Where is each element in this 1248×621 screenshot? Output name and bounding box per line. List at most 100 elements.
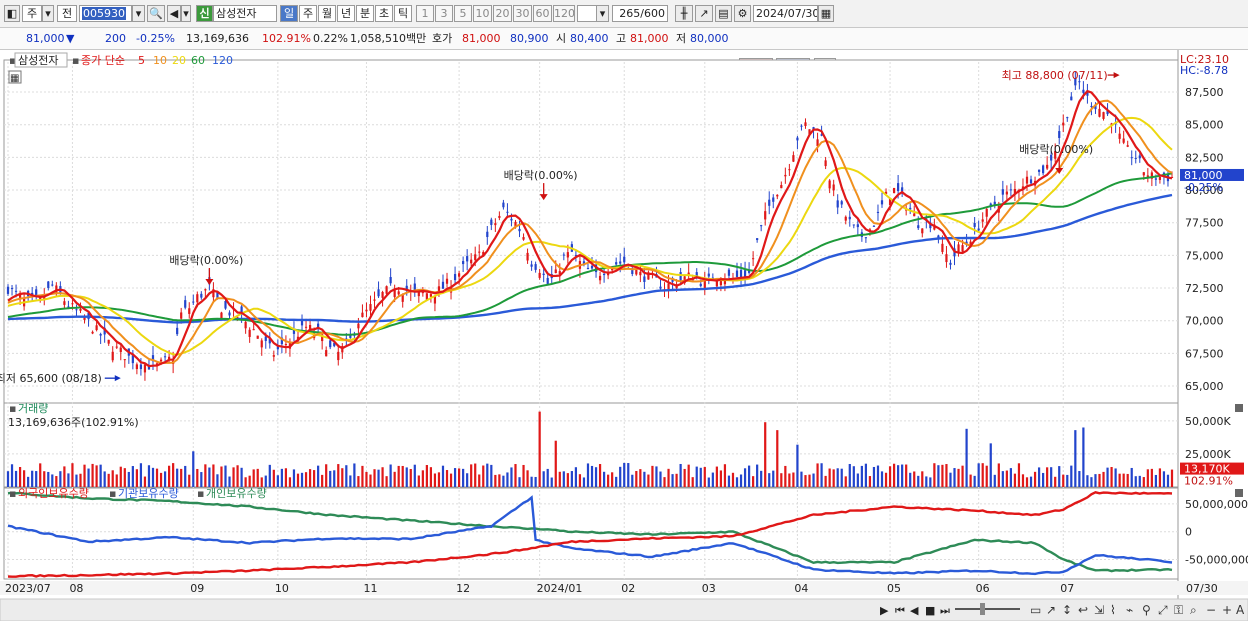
- search-icon[interactable]: 🔍: [147, 5, 165, 22]
- period-tab-day[interactable]: 일: [280, 5, 298, 22]
- candle-body: [457, 273, 461, 277]
- candle-body: [1098, 108, 1101, 117]
- ma60-line: [7, 172, 1173, 336]
- candle-body: [989, 203, 992, 206]
- volume-bar: [99, 464, 102, 487]
- price-down-icon: ▼: [66, 32, 75, 45]
- period-tab-week[interactable]: 주: [299, 5, 317, 22]
- scope-select[interactable]: 전: [57, 5, 77, 22]
- interval-20[interactable]: 20: [493, 5, 512, 22]
- candle-body: [780, 185, 783, 189]
- period-tab-tick[interactable]: 틱: [394, 5, 412, 22]
- candle-body: [228, 312, 231, 316]
- stock-code-input[interactable]: 005930: [79, 5, 132, 22]
- volume-bar: [433, 473, 437, 487]
- calendar-icon[interactable]: ▦: [818, 5, 834, 22]
- interval-60[interactable]: 60: [533, 5, 552, 22]
- volume-bar: [756, 464, 759, 487]
- interval-3[interactable]: 3: [435, 5, 453, 22]
- volume-bar: [792, 472, 795, 487]
- chevron-down-icon[interactable]: ▾: [42, 5, 54, 22]
- price-tick-label: 77,500: [1185, 217, 1224, 230]
- period-tab-second[interactable]: 초: [375, 5, 393, 22]
- price-tick-label: 70,000: [1185, 315, 1224, 328]
- candle-body: [389, 276, 392, 284]
- candle-body: [973, 223, 976, 227]
- period-tab-second-label: 초: [378, 7, 390, 20]
- new-badge[interactable]: 신: [196, 5, 213, 22]
- vol-tick-label: 25,000K: [1185, 448, 1231, 461]
- interval-dropdown-icon[interactable]: ▾: [596, 5, 609, 22]
- volume-bar: [1118, 473, 1121, 487]
- volume-bar: [526, 470, 529, 487]
- gear-icon[interactable]: ⚙: [734, 5, 751, 22]
- x-tick-label: 03: [702, 582, 716, 595]
- volume-bar: [578, 474, 582, 487]
- interval-1[interactable]: 1: [416, 5, 434, 22]
- volume-bar: [611, 472, 614, 487]
- candle-body: [828, 180, 831, 189]
- candle-body: [135, 364, 138, 370]
- candle-body: [385, 286, 388, 294]
- volume-bar: [864, 463, 868, 487]
- candle-body: [768, 199, 771, 206]
- candle-body: [872, 225, 876, 227]
- last-volume-label: 13,170K: [1184, 463, 1230, 476]
- legend-bullet: ▪: [9, 487, 16, 500]
- volume-bar: [260, 477, 263, 487]
- candle-body: [123, 359, 126, 361]
- candle-body: [949, 262, 952, 265]
- candle-body: [256, 335, 259, 339]
- candle-body: [111, 351, 114, 361]
- volume-bar: [59, 471, 62, 487]
- chart-menu-icon[interactable]: ◧: [4, 5, 20, 22]
- volume-bar: [502, 475, 505, 487]
- volume-bar: [731, 472, 735, 487]
- volume-bar: [719, 470, 723, 487]
- volume-bar: [796, 444, 799, 487]
- volume-bar: [848, 463, 851, 487]
- period-tab-year[interactable]: 년: [337, 5, 355, 22]
- scroll-right-icon: ▶: [880, 604, 889, 617]
- volume-bar: [429, 467, 433, 487]
- period-tab-minute[interactable]: 분: [356, 5, 374, 22]
- bar-count-input[interactable]: 265/600: [612, 5, 668, 22]
- code-dropdown-icon[interactable]: ▾: [132, 5, 145, 22]
- sound-dropdown-icon[interactable]: ▾: [181, 5, 191, 22]
- indicator-icon[interactable]: ↗: [695, 5, 713, 22]
- volume-bar: [135, 469, 138, 487]
- ma20-line: [7, 116, 1173, 356]
- volume-bar: [892, 463, 896, 487]
- save-icon[interactable]: ▤: [715, 5, 732, 22]
- x-tick-label: 2024/01: [537, 582, 583, 595]
- volume-bar: [1142, 477, 1145, 487]
- ma5-line: [7, 89, 1173, 368]
- candle-body: [993, 201, 996, 206]
- period-tab-month[interactable]: 월: [318, 5, 336, 22]
- interval-5[interactable]: 5: [454, 5, 472, 22]
- candle-type-icon[interactable]: ╫: [675, 5, 693, 22]
- date-input[interactable]: 2024/07/30: [753, 5, 818, 22]
- draw-rect-icon: ▭: [1030, 603, 1041, 617]
- vol-tick-label: 50,000K: [1185, 415, 1231, 428]
- volume-bar: [385, 476, 388, 487]
- volume-bar: [639, 469, 642, 487]
- volume-bar: [1046, 467, 1049, 487]
- candle-body: [590, 265, 594, 269]
- volume-bar: [1102, 471, 1105, 487]
- volume-bar: [453, 468, 457, 487]
- volume-bar: [87, 468, 90, 487]
- candle-body: [957, 244, 960, 253]
- volume-bar: [63, 466, 66, 487]
- volume-bar: [872, 466, 876, 487]
- interval-30[interactable]: 30: [513, 5, 532, 22]
- candle-body: [756, 238, 759, 241]
- volume-bar: [1090, 477, 1093, 487]
- market-type-select[interactable]: 주: [22, 5, 42, 22]
- volume-bar: [437, 472, 441, 487]
- sound-icon[interactable]: ◀: [167, 5, 181, 22]
- interval-10[interactable]: 10: [473, 5, 492, 22]
- stop-icon: ■: [925, 604, 935, 617]
- interval-120[interactable]: 120: [553, 5, 575, 22]
- candle-body: [816, 139, 819, 147]
